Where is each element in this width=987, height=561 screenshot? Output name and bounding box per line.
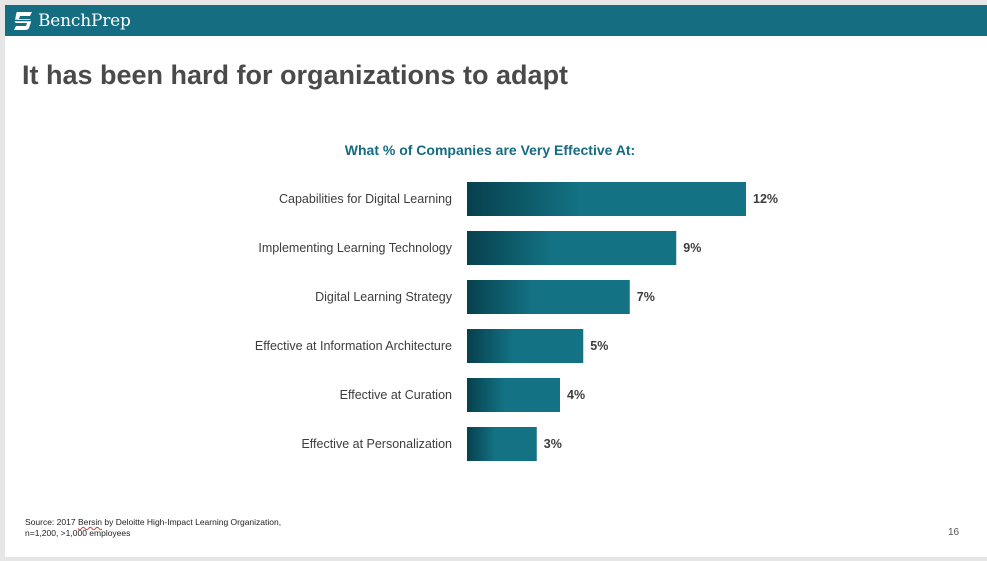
bar-3: [467, 329, 584, 363]
page-number: 16: [948, 527, 960, 538]
brand-name: BenchPrep: [38, 10, 131, 31]
brand-logo: BenchPrep: [13, 11, 131, 31]
category-label-0: Capabilities for Digital Learning: [279, 192, 452, 206]
value-label-2: 7%: [637, 290, 655, 304]
value-label-0: 12%: [753, 192, 778, 206]
footnote-prefix: Source: 2017: [25, 517, 78, 527]
category-label-3: Effective at Information Architecture: [255, 339, 452, 353]
category-label-4: Effective at Curation: [340, 388, 452, 402]
value-label-4: 4%: [567, 388, 585, 402]
footnote-suffix: by Deloitte High-Impact Learning Organiz…: [102, 517, 282, 527]
header-bar: BenchPrep: [5, 5, 987, 36]
source-footnote: Source: 2017 Bersin by Deloitte High-Imp…: [25, 517, 281, 539]
bar-5: [467, 427, 537, 461]
value-label-3: 5%: [590, 339, 608, 353]
chart-title: What % of Companies are Very Effective A…: [344, 142, 636, 158]
value-label-1: 9%: [683, 241, 701, 255]
bar-chart: Capabilities for Digital Learning 12% Impl…: [255, 182, 778, 461]
category-label-2: Digital Learning Strategy: [315, 290, 453, 304]
footnote-misspelled-word: Bersin: [77, 517, 103, 527]
slide: BenchPrep It has been hard for organizat…: [5, 5, 987, 557]
bar-0: [467, 182, 746, 216]
page-title: It has been hard for organizations to ad…: [22, 60, 569, 90]
category-label-5: Effective at Personalization: [301, 437, 452, 451]
bar-2: [467, 280, 630, 314]
footnote-line2: n=1,200, >1,000 employees: [25, 528, 131, 538]
bar-4: [467, 378, 560, 412]
value-label-5: 3%: [544, 437, 562, 451]
bar-1: [467, 231, 677, 265]
benchprep-logo-icon: [13, 11, 35, 30]
category-label-1: Implementing Learning Technology: [258, 241, 452, 255]
